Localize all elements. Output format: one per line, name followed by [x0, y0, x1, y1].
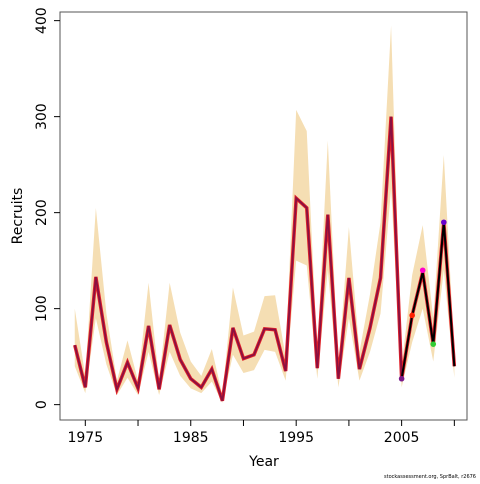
point: [419, 267, 426, 274]
point: [409, 312, 415, 319]
point: [398, 375, 405, 382]
y-axis-label: Recruits: [10, 188, 26, 245]
line: [73, 116, 456, 402]
y-tick-label: 0: [34, 400, 50, 409]
x-tick-label: 1985: [173, 430, 209, 446]
y-tick-label: 100: [34, 295, 50, 322]
y-tick-label: 200: [34, 199, 50, 226]
point: [430, 341, 437, 347]
y-tick-label: 400: [34, 7, 50, 34]
plot-frame: [59, 11, 468, 421]
point: [441, 219, 447, 226]
x-tick-label: 1995: [278, 430, 314, 446]
tail-line: [400, 222, 456, 379]
y-tick-label: 300: [34, 103, 50, 130]
x-tick-label: 2005: [384, 430, 420, 446]
footnote: stockassessment.org, SprBalt, r2676: [384, 474, 476, 480]
confidence-band: [74, 25, 455, 403]
x-axis-label: Year: [248, 454, 279, 470]
x-tick-label: 1975: [67, 430, 103, 446]
